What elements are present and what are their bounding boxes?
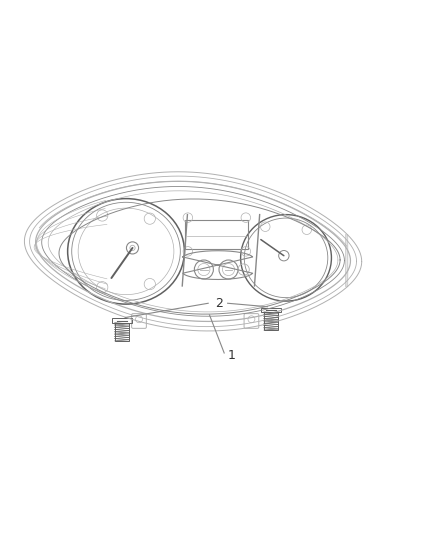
Bar [261,308,281,312]
Bar [112,318,132,322]
Text: 1: 1 [228,349,236,362]
Bar [115,322,129,341]
Bar [264,312,278,330]
Bar [185,220,248,249]
Text: 2: 2 [215,297,223,310]
